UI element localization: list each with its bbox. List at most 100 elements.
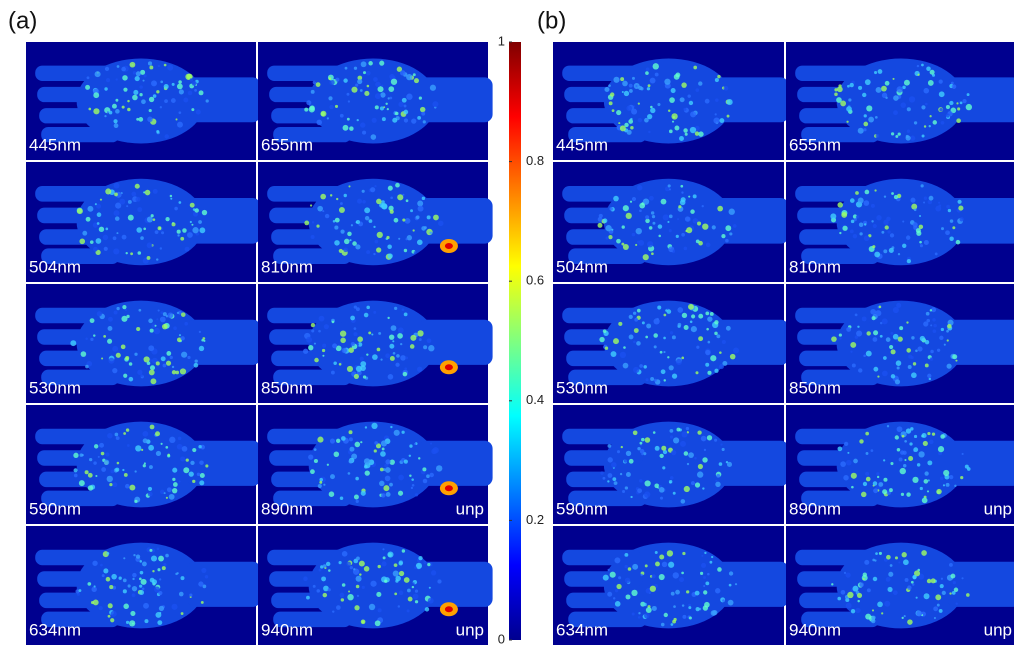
speckle: [733, 348, 739, 354]
speckle: [144, 74, 147, 77]
speckle: [730, 354, 736, 360]
speckle: [112, 104, 117, 109]
speckle: [162, 566, 166, 570]
speckle: [390, 356, 395, 361]
speckle: [348, 347, 354, 353]
speckle: [198, 581, 203, 586]
speckle: [719, 364, 724, 369]
speckle: [175, 371, 179, 375]
speckle: [105, 188, 111, 194]
speckle: [679, 136, 684, 141]
speckle: [90, 318, 95, 323]
image-cell: 655nm: [786, 42, 1014, 160]
speckle: [397, 333, 403, 339]
speckle: [604, 87, 609, 92]
speckle: [886, 577, 891, 582]
speckle: [157, 547, 160, 550]
speckle: [409, 444, 412, 447]
speckle: [400, 70, 405, 75]
speckle: [646, 67, 650, 71]
speckle: [957, 200, 961, 204]
speckle: [115, 99, 118, 102]
speckle: [673, 605, 676, 608]
speckle: [360, 357, 364, 361]
speckle: [404, 312, 408, 316]
speckle: [871, 449, 874, 452]
wrist: [419, 441, 493, 486]
speckle: [893, 334, 899, 340]
speckle: [677, 218, 679, 220]
speckle: [378, 565, 381, 568]
speckle: [873, 337, 878, 342]
speckle: [322, 349, 325, 352]
speckle: [720, 443, 722, 445]
wavelength-label: 504nm: [556, 257, 608, 276]
speckle: [128, 200, 132, 204]
speckle: [104, 87, 107, 90]
speckle: [686, 427, 689, 430]
speckle: [372, 354, 378, 360]
speckle: [354, 374, 359, 379]
speckle: [929, 378, 931, 380]
speckle: [310, 469, 315, 474]
speckle: [646, 378, 649, 381]
speckle: [171, 98, 176, 103]
colorbar-tick-label: 0.6: [526, 273, 544, 288]
speckle: [164, 492, 166, 494]
speckle: [183, 467, 189, 473]
speckle: [940, 477, 944, 481]
wavelength-label: 504nm: [29, 257, 81, 276]
speckle: [148, 61, 152, 65]
finger: [566, 229, 645, 245]
speckle: [192, 480, 195, 483]
speckle: [851, 486, 854, 489]
speckle: [681, 82, 686, 87]
speckle: [873, 577, 878, 582]
speckle: [661, 199, 667, 205]
speckle: [639, 209, 642, 212]
speckle: [375, 620, 381, 626]
speckle: [320, 111, 326, 117]
speckle: [101, 467, 106, 472]
speckle: [698, 131, 703, 136]
speckle: [111, 611, 117, 617]
speckle: [303, 576, 308, 581]
speckle: [705, 312, 709, 316]
speckle: [336, 605, 341, 610]
speckle: [379, 61, 384, 66]
speckle: [341, 598, 344, 601]
speckle: [119, 577, 122, 580]
speckle: [112, 368, 117, 373]
speckle: [137, 370, 142, 375]
speckle: [661, 369, 666, 374]
speckle: [932, 318, 935, 321]
speckle: [206, 99, 209, 102]
speckle: [139, 578, 142, 581]
speckle: [915, 349, 918, 352]
speckle: [437, 579, 441, 583]
speckle: [187, 232, 193, 238]
speckle: [138, 117, 143, 122]
speckle: [95, 71, 101, 77]
speckle: [863, 128, 866, 131]
speckle: [404, 105, 407, 108]
speckle: [132, 623, 134, 625]
speckle: [616, 584, 621, 589]
speckle: [161, 356, 166, 361]
speckle: [910, 427, 913, 430]
speckle: [850, 351, 852, 353]
speckle: [936, 489, 941, 494]
speckle: [902, 451, 906, 455]
speckle: [199, 227, 205, 233]
speckle: [319, 481, 322, 484]
speckle: [396, 354, 400, 358]
speckle: [343, 248, 348, 253]
finger: [39, 472, 117, 487]
speckle: [857, 593, 862, 598]
speckle: [112, 482, 117, 487]
speckle: [710, 312, 714, 316]
speckle: [846, 327, 851, 332]
speckle: [306, 337, 312, 343]
speckle: [150, 329, 154, 333]
speckle: [907, 619, 912, 624]
